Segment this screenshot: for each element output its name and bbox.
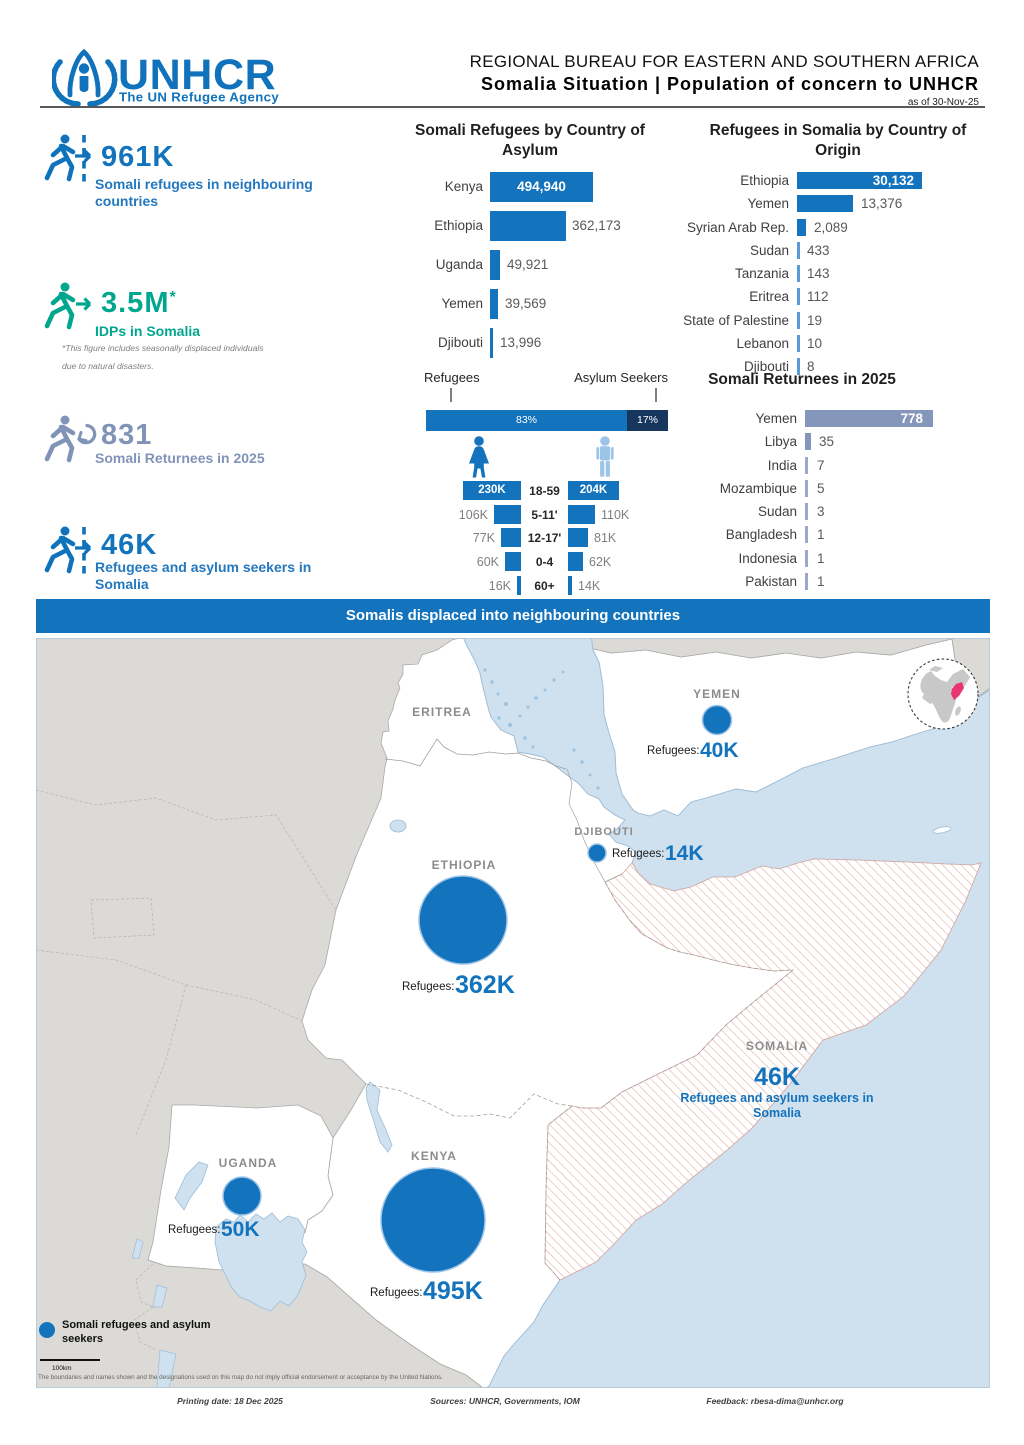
svg-text:UGANDA: UGANDA (219, 1156, 278, 1170)
svg-text:100km: 100km (52, 1365, 72, 1372)
svg-text:362K: 362K (455, 971, 515, 999)
svg-text:Refugees:: Refugees: (370, 1287, 422, 1299)
svg-text:Refugees:: Refugees: (612, 848, 664, 860)
svg-text:495K: 495K (423, 1277, 483, 1305)
svg-text:14K: 14K (665, 842, 704, 865)
svg-text:Refugees and asylum seekers in: Refugees and asylum seekers in (680, 1091, 873, 1105)
svg-text:46K: 46K (754, 1063, 800, 1091)
svg-text:40K: 40K (700, 739, 739, 762)
svg-text:Refugees:: Refugees: (402, 981, 454, 993)
svg-text:The boundaries and names shown: The boundaries and names shown and the d… (38, 1374, 443, 1381)
svg-text:KENYA: KENYA (411, 1149, 457, 1163)
svg-text:YEMEN: YEMEN (693, 687, 741, 701)
svg-text:The UN Refugee Agency: The UN Refugee Agency (119, 90, 279, 105)
svg-text:UNHCR: UNHCR (118, 51, 276, 99)
svg-text:ETHIOPIA: ETHIOPIA (432, 858, 497, 872)
svg-text:ERITREA: ERITREA (412, 705, 472, 719)
svg-text:SOMALIA: SOMALIA (746, 1039, 808, 1053)
svg-text:seekers: seekers (62, 1333, 103, 1345)
svg-text:50K: 50K (221, 1218, 260, 1241)
svg-text:Somali refugees and asylum: Somali refugees and asylum (62, 1319, 211, 1331)
svg-text:DJIBOUTI: DJIBOUTI (574, 826, 633, 838)
svg-text:Refugees:: Refugees: (647, 745, 699, 757)
svg-text:Somalia: Somalia (753, 1106, 802, 1120)
svg-text:Refugees:: Refugees: (168, 1224, 220, 1236)
